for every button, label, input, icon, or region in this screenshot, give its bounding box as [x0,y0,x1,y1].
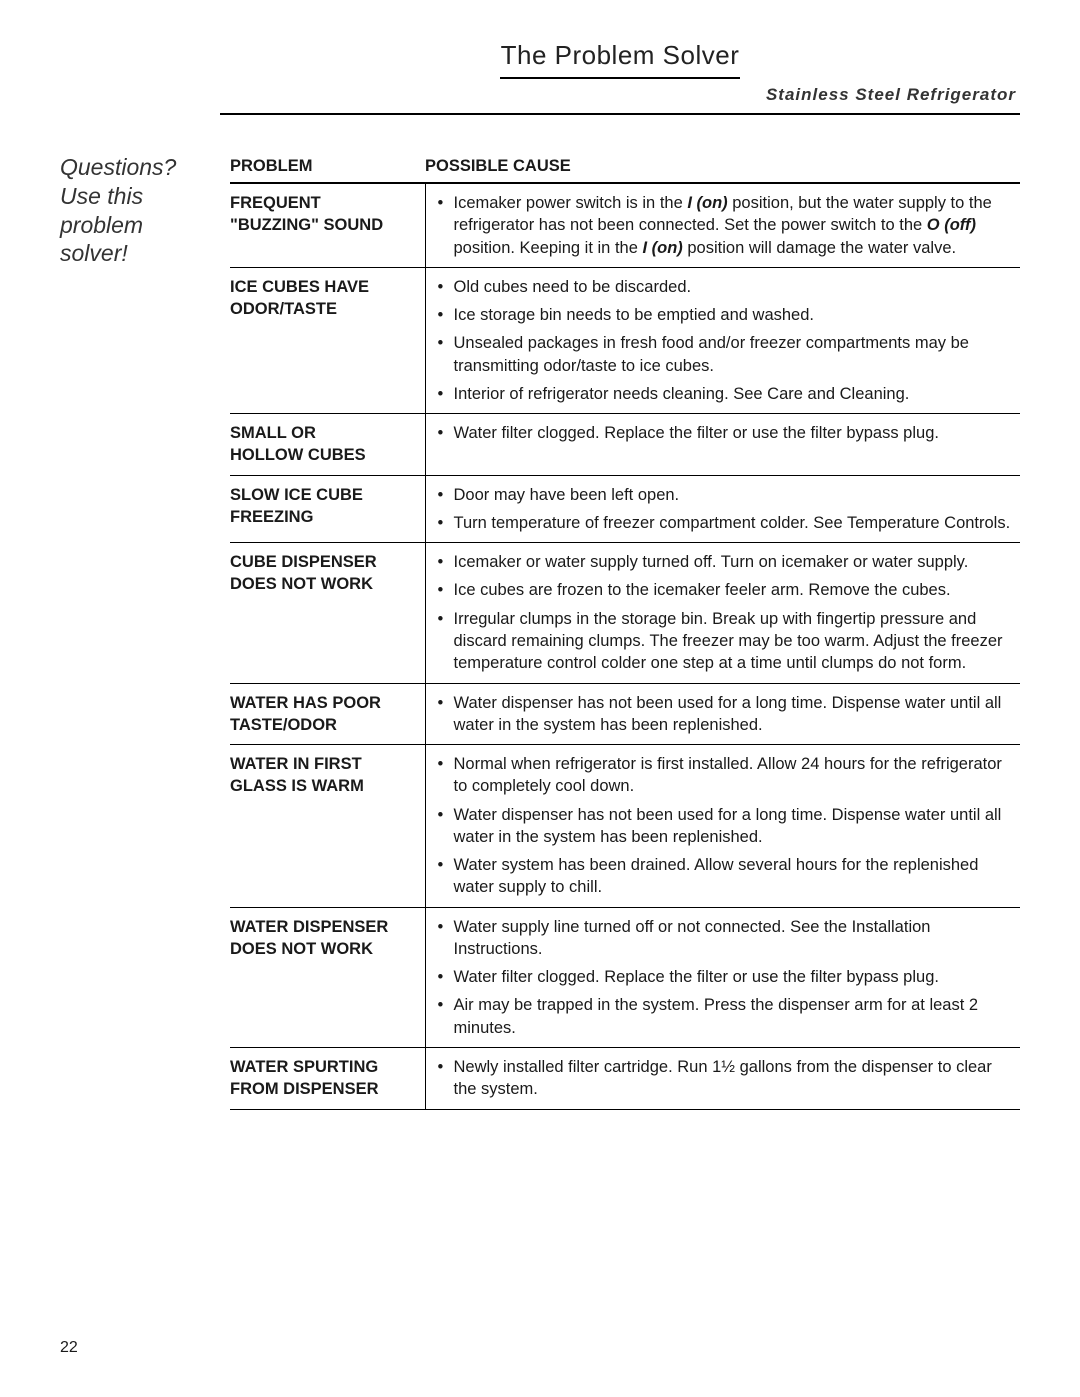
cause-list: Water filter clogged. Replace the filter… [438,422,1013,444]
cause-list: Normal when refrigerator is first instal… [438,753,1013,899]
cause-item: Door may have been left open. [438,484,1013,506]
cause-cell: Old cubes need to be discarded. Ice stor… [425,267,1020,413]
cause-cell: Door may have been left open. Turn tempe… [425,475,1020,543]
cause-text: position. Keeping it in the [454,239,643,257]
problem-cell: FREQUENT "BUZZING" SOUND [230,183,425,267]
cause-item: Ice cubes are frozen to the icemaker fee… [438,579,1013,601]
cause-list: Icemaker or water supply turned off. Tur… [438,551,1013,674]
problem-text: FREEZING [230,508,313,526]
cause-item: Water dispenser has not been used for a … [438,692,1013,737]
problem-text: FREQUENT [230,194,321,212]
page-subtitle: Stainless Steel Refrigerator [220,85,1016,105]
cause-list: Water supply line turned off or not conn… [438,916,1013,1039]
problem-cell: CUBE DISPENSER DOES NOT WORK [230,543,425,683]
body-row: Questions? Use this problem solver! PROB… [60,151,1020,1110]
problem-cell: WATER DISPENSER DOES NOT WORK [230,907,425,1047]
problem-text: TASTE/ODOR [230,716,337,734]
cause-item: Turn temperature of freezer compartment … [438,512,1013,534]
margin-note: Questions? Use this problem solver! [60,151,230,268]
cause-list: Newly installed filter cartridge. Run 1½… [438,1056,1013,1101]
col-header-cause: POSSIBLE CAUSE [425,151,1020,183]
cause-item: Water supply line turned off or not conn… [438,916,1013,961]
cause-item: Unsealed packages in fresh food and/or f… [438,332,1013,377]
table-head-row: PROBLEM POSSIBLE CAUSE [230,151,1020,183]
problem-cell: ICE CUBES HAVE ODOR/TASTE [230,267,425,413]
cause-item: Water filter clogged. Replace the filter… [438,966,1013,988]
cause-item: Water system has been drained. Allow sev… [438,854,1013,899]
page-number: 22 [60,1339,78,1357]
problem-text: CUBE DISPENSER [230,553,377,571]
table-row: WATER HAS POOR TASTE/ODOR Water dispense… [230,683,1020,745]
cause-em: O (off) [927,216,976,234]
problem-text: WATER HAS POOR [230,694,381,712]
cause-cell: Water dispenser has not been used for a … [425,683,1020,745]
page-title: The Problem Solver [220,40,1020,71]
problem-text: DOES NOT WORK [230,940,373,958]
problem-cell: SMALL OR HOLLOW CUBES [230,414,425,476]
cause-item: Air may be trapped in the system. Press … [438,994,1013,1039]
problem-text: ODOR/TASTE [230,300,337,318]
cause-cell: Newly installed filter cartridge. Run 1½… [425,1047,1020,1109]
cause-cell: Water filter clogged. Replace the filter… [425,414,1020,476]
margin-note-line: Questions? [60,153,230,182]
cause-cell: Water supply line turned off or not conn… [425,907,1020,1047]
table-row: CUBE DISPENSER DOES NOT WORK Icemaker or… [230,543,1020,683]
problem-cell: SLOW ICE CUBE FREEZING [230,475,425,543]
table-body: FREQUENT "BUZZING" SOUND Icemaker power … [230,183,1020,1109]
problem-text: GLASS IS WARM [230,777,364,795]
cause-cell: Icemaker power switch is in the I (on) p… [425,183,1020,267]
cause-text: position will damage the water valve. [683,239,956,257]
cause-item: Water dispenser has not been used for a … [438,804,1013,849]
cause-text: Icemaker power switch is in the [454,194,688,212]
problem-text: HOLLOW CUBES [230,446,366,464]
problem-text: SMALL OR [230,424,316,442]
cause-list: Old cubes need to be discarded. Ice stor… [438,276,1013,405]
cause-em: I (on) [642,239,682,257]
table-row: FREQUENT "BUZZING" SOUND Icemaker power … [230,183,1020,267]
problem-text: FROM DISPENSER [230,1080,379,1098]
header-rule [220,113,1020,115]
col-header-problem: PROBLEM [230,151,425,183]
problem-text: WATER IN FIRST [230,755,362,773]
cause-item: Water filter clogged. Replace the filter… [438,422,1013,444]
problem-text: DOES NOT WORK [230,575,373,593]
table-row: WATER DISPENSER DOES NOT WORK Water supp… [230,907,1020,1047]
table-row: WATER SPURTING FROM DISPENSER Newly inst… [230,1047,1020,1109]
cause-item: Irregular clumps in the storage bin. Bre… [438,608,1013,675]
problem-text: "BUZZING" SOUND [230,216,383,234]
cause-item: Interior of refrigerator needs cleaning.… [438,383,1013,405]
header: The Problem Solver Stainless Steel Refri… [220,40,1020,105]
problem-cell: WATER SPURTING FROM DISPENSER [230,1047,425,1109]
problem-cell: WATER HAS POOR TASTE/ODOR [230,683,425,745]
margin-note-line: Use this [60,182,230,211]
cause-item: Icemaker power switch is in the I (on) p… [438,192,1013,259]
table-row: WATER IN FIRST GLASS IS WARM Normal when… [230,745,1020,908]
cause-list: Water dispenser has not been used for a … [438,692,1013,737]
page: The Problem Solver Stainless Steel Refri… [0,0,1080,1397]
title-rule [500,77,740,79]
cause-em: I (on) [687,194,727,212]
cause-item: Icemaker or water supply turned off. Tur… [438,551,1013,573]
problem-text: WATER DISPENSER [230,918,388,936]
margin-note-line: solver! [60,239,230,268]
problem-text: SLOW ICE CUBE [230,486,363,504]
table-row: ICE CUBES HAVE ODOR/TASTE Old cubes need… [230,267,1020,413]
cause-item: Newly installed filter cartridge. Run 1½… [438,1056,1013,1101]
margin-note-line: problem [60,211,230,240]
cause-list: Icemaker power switch is in the I (on) p… [438,192,1013,259]
cause-cell: Normal when refrigerator is first instal… [425,745,1020,908]
problem-text: ICE CUBES HAVE [230,278,369,296]
cause-item: Old cubes need to be discarded. [438,276,1013,298]
cause-cell: Icemaker or water supply turned off. Tur… [425,543,1020,683]
problem-text: WATER SPURTING [230,1058,378,1076]
table-row: SMALL OR HOLLOW CUBES Water filter clogg… [230,414,1020,476]
cause-item: Normal when refrigerator is first instal… [438,753,1013,798]
troubleshoot-table: PROBLEM POSSIBLE CAUSE FREQUENT "BUZZING… [230,151,1020,1110]
cause-list: Door may have been left open. Turn tempe… [438,484,1013,535]
table-row: SLOW ICE CUBE FREEZING Door may have bee… [230,475,1020,543]
cause-item: Ice storage bin needs to be emptied and … [438,304,1013,326]
problem-cell: WATER IN FIRST GLASS IS WARM [230,745,425,908]
